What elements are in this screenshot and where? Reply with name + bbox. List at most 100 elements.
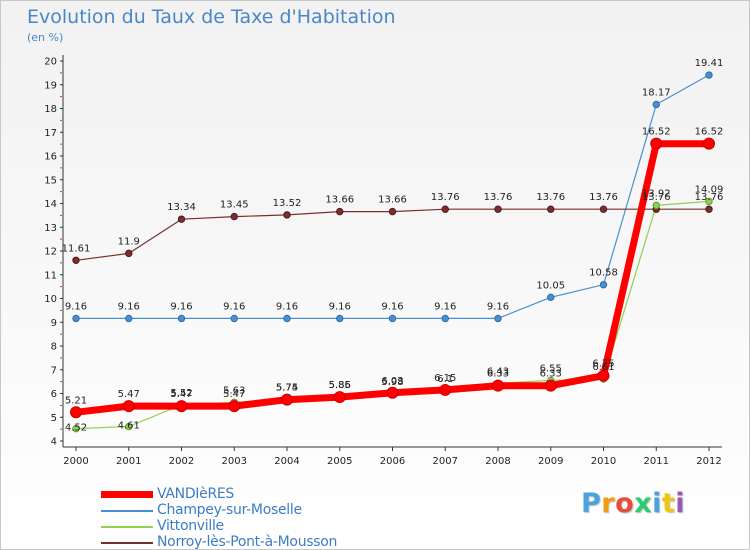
legend-swatch xyxy=(101,491,153,498)
y-tick-label: 7 xyxy=(51,365,57,376)
data-point xyxy=(544,379,557,392)
data-label: 6.55 xyxy=(540,363,562,374)
data-point xyxy=(333,391,346,404)
data-point xyxy=(72,256,80,264)
data-label: 13.92 xyxy=(642,188,671,199)
y-tick-label: 18 xyxy=(44,104,57,115)
y-tick-label: 15 xyxy=(44,175,57,186)
data-label: 9.16 xyxy=(170,301,192,312)
y-tick-label: 4 xyxy=(51,437,57,448)
y-tick-label: 12 xyxy=(44,247,57,258)
data-label: 6.15 xyxy=(434,373,456,384)
data-label: 9.16 xyxy=(223,301,245,312)
y-tick-label: 14 xyxy=(44,199,57,210)
data-label: 5.63 xyxy=(223,385,245,396)
data-point xyxy=(386,386,399,399)
data-points xyxy=(70,71,715,433)
logo-letter: i xyxy=(675,488,686,519)
data-label: 6.03 xyxy=(381,376,403,387)
data-label: 4.52 xyxy=(65,423,87,434)
x-tick-label: 2005 xyxy=(327,456,352,467)
logo-letter: t xyxy=(661,488,676,519)
data-label: 9.16 xyxy=(381,301,403,312)
data-label: 13.76 xyxy=(642,192,671,203)
legend-label: VANDIèRES xyxy=(157,486,235,502)
data-point xyxy=(177,314,186,323)
x-tick-label: 2003 xyxy=(222,456,247,467)
data-point xyxy=(597,369,610,382)
data-label: 9.16 xyxy=(65,301,87,312)
data-point xyxy=(650,137,663,150)
data-label: 13.45 xyxy=(220,200,249,211)
data-label: 9.16 xyxy=(329,301,351,312)
legend-swatch xyxy=(101,526,153,528)
data-label: 11.61 xyxy=(62,243,91,254)
data-point xyxy=(70,406,82,419)
x-tick-label: 2000 xyxy=(63,456,88,467)
axes: 4 5 6 7 8 9 10 11 12 13 14 15 16 17 18 19 20 2000 2001 2002… xyxy=(44,55,722,467)
data-label: 16.52 xyxy=(642,127,671,138)
logo-letter: o xyxy=(615,488,635,519)
data-point xyxy=(336,314,344,323)
proxiti-logo: Proxiti xyxy=(581,488,685,519)
data-label: 5.47 xyxy=(170,389,192,400)
chart-title: Evolution du Taux de Taxe d'Habitation xyxy=(27,6,396,28)
data-label: 6.75 xyxy=(592,359,614,370)
data-label: 13.76 xyxy=(589,192,618,203)
data-point xyxy=(492,379,504,392)
data-point xyxy=(652,201,660,210)
x-tick-label: 2012 xyxy=(696,456,721,467)
data-point xyxy=(388,314,397,323)
data-label: 13.66 xyxy=(378,195,407,206)
y-tick-label: 11 xyxy=(44,270,57,281)
logo-letter: x xyxy=(634,488,653,519)
x-tick-label: 2007 xyxy=(433,456,458,467)
data-label: 5.74 xyxy=(276,383,298,394)
data-point xyxy=(336,207,344,216)
x-tick-label: 2010 xyxy=(591,456,616,467)
data-label: 9.16 xyxy=(276,301,298,312)
data-label: 9.16 xyxy=(434,301,456,312)
data-label: 19.41 xyxy=(695,58,724,69)
data-label: 4.61 xyxy=(118,421,140,432)
legend-item-champey: Champey-sur-Moselle xyxy=(101,503,361,519)
y-tick-label: 8 xyxy=(51,342,57,353)
data-label: 13.76 xyxy=(536,192,565,203)
y-tick-label: 20 xyxy=(44,57,57,68)
data-point xyxy=(72,314,80,323)
x-tick-label: 2002 xyxy=(169,456,194,467)
data-point xyxy=(177,215,186,223)
data-label: 13.76 xyxy=(484,192,513,203)
data-label: 13.34 xyxy=(167,202,196,213)
data-label: 13.52 xyxy=(273,198,302,209)
y-tick-label: 5 xyxy=(51,413,57,424)
logo-letter: P xyxy=(581,488,602,519)
data-label: 6.33 xyxy=(487,369,509,380)
legend-swatch xyxy=(101,542,153,544)
chart-unit: (en %) xyxy=(27,31,64,44)
y-tick-label: 17 xyxy=(44,128,57,139)
data-point xyxy=(494,205,502,213)
data-label: 6.33 xyxy=(540,369,562,380)
data-label: 11.9 xyxy=(118,236,140,247)
data-point xyxy=(72,424,80,433)
data-label: 9.16 xyxy=(118,301,140,312)
data-point xyxy=(599,205,608,213)
data-label: 18.17 xyxy=(642,87,671,98)
data-label: 10.05 xyxy=(536,280,565,291)
data-point xyxy=(494,314,502,323)
x-tick-label: 2009 xyxy=(538,456,563,467)
data-point xyxy=(125,422,133,431)
legend-item-vandieres: VANDIèRES xyxy=(101,487,361,503)
data-point xyxy=(441,314,449,323)
data-label: 10.58 xyxy=(589,268,618,279)
data-label: 5.75 xyxy=(276,382,298,393)
y-tick-label: 13 xyxy=(44,223,57,234)
y-tick-label: 9 xyxy=(51,318,57,329)
legend-item-vittonville: Vittonville xyxy=(101,519,361,535)
data-point xyxy=(652,100,660,109)
legend-item-norroy: Norroy-lès-Pont-à-Mousson xyxy=(101,534,361,550)
legend-label: Norroy-lès-Pont-à-Mousson xyxy=(157,534,338,550)
